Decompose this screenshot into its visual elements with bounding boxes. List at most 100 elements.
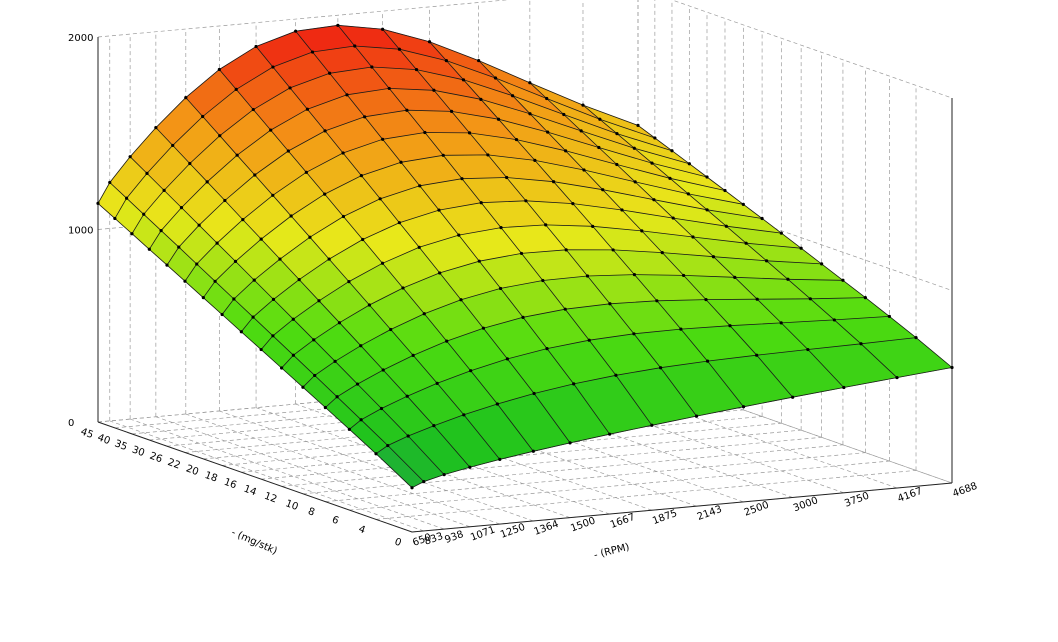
mesh-node [608, 302, 612, 306]
mesh-node [887, 314, 891, 319]
mesh-node [461, 78, 466, 82]
mesh-node [347, 280, 351, 284]
mesh-node [505, 175, 509, 180]
mesh-node [681, 273, 686, 278]
mesh-node [271, 334, 275, 338]
z-tick-label: 0 [68, 418, 74, 429]
mesh-node [337, 321, 342, 325]
mesh-node [633, 180, 637, 184]
mesh-node [514, 137, 519, 142]
mesh-node [427, 40, 432, 44]
mesh-node [528, 81, 532, 85]
mesh-node [679, 327, 683, 331]
mesh-node [125, 196, 129, 200]
mesh-node [477, 259, 481, 263]
mesh-node [323, 129, 327, 133]
mesh-node [724, 224, 728, 228]
mesh-node [498, 457, 502, 462]
mesh-node [614, 373, 618, 377]
mesh-node [294, 29, 298, 33]
mesh-node [239, 330, 243, 334]
mesh-node [317, 299, 321, 303]
mesh-node [640, 229, 644, 233]
mesh-node [444, 59, 448, 63]
mesh-node [347, 427, 351, 431]
mesh-node [271, 65, 275, 69]
z-tick-label: 2000 [68, 33, 93, 44]
floor-grid-line [302, 444, 843, 495]
mesh-node [779, 321, 783, 325]
mesh-node [744, 241, 748, 245]
mesh-node [728, 324, 732, 328]
mesh-node [154, 126, 158, 130]
mesh-node [498, 286, 503, 291]
mesh-node [457, 233, 461, 237]
mesh-node [533, 158, 537, 162]
mesh-line-rpm [129, 156, 445, 475]
mesh-node [381, 368, 385, 372]
mesh-node [308, 235, 312, 239]
y-axis-title: - (mg/stk) [229, 527, 278, 557]
x-tick-label: 4167 [896, 486, 924, 505]
mesh-node [545, 96, 549, 101]
mesh-node [432, 424, 436, 428]
mesh-node [733, 275, 737, 279]
floor-grid-line [281, 436, 822, 487]
mesh-node [598, 117, 602, 121]
mesh-node [353, 44, 357, 48]
mesh-node [305, 107, 309, 111]
mesh-node [108, 180, 112, 185]
mesh-node [820, 262, 824, 266]
mesh-node [232, 297, 236, 301]
mesh-node [895, 375, 899, 380]
mesh-node [545, 346, 549, 351]
mesh-node [495, 402, 499, 406]
mesh-node [328, 71, 332, 75]
mesh-node [253, 173, 257, 177]
mesh-node [486, 153, 490, 157]
y-tick-label: 20 [184, 463, 200, 478]
mesh-node [417, 245, 421, 249]
mesh-line-rpm [382, 28, 697, 417]
mesh-node [620, 208, 624, 212]
mesh-line-rpm [109, 182, 425, 482]
mesh-node [779, 231, 783, 235]
x-tick-label: 1250 [499, 522, 527, 541]
mesh-node [414, 67, 419, 72]
x-tick-label: 3750 [843, 491, 871, 510]
x-tick-label: 4688 [951, 481, 979, 500]
mesh-node [233, 259, 238, 263]
mesh-node [410, 486, 414, 490]
mesh-node [323, 192, 327, 196]
floor-grid-line [261, 429, 802, 480]
mesh-node [564, 248, 568, 252]
mesh-node [859, 342, 863, 346]
mesh-node [524, 199, 528, 203]
mesh-node [218, 134, 222, 138]
y-tick-label: 4 [357, 524, 367, 537]
mesh-node [336, 23, 340, 27]
mesh-node [341, 151, 345, 155]
mesh-node [188, 161, 192, 166]
y-tick-label: 8 [306, 506, 316, 519]
mesh-node [585, 274, 590, 278]
mesh-node [741, 405, 746, 409]
mesh-node [310, 50, 315, 54]
mesh-node [632, 332, 636, 336]
mesh-node [145, 171, 149, 176]
mesh-line-rpm [295, 30, 611, 435]
mesh-node [950, 365, 954, 370]
mesh-node [162, 188, 166, 192]
mesh-node [165, 263, 169, 267]
mesh-node [217, 67, 221, 72]
mesh-node [445, 339, 449, 343]
mesh-layer [96, 23, 954, 490]
mesh-node [564, 149, 568, 153]
x-tick-label: 1500 [569, 515, 597, 534]
mesh-node [841, 278, 845, 282]
mesh-node [544, 223, 548, 227]
mesh-node [378, 197, 382, 201]
mesh-line-rpm [255, 46, 571, 444]
x-axis-title: - (RPM) [593, 542, 631, 561]
